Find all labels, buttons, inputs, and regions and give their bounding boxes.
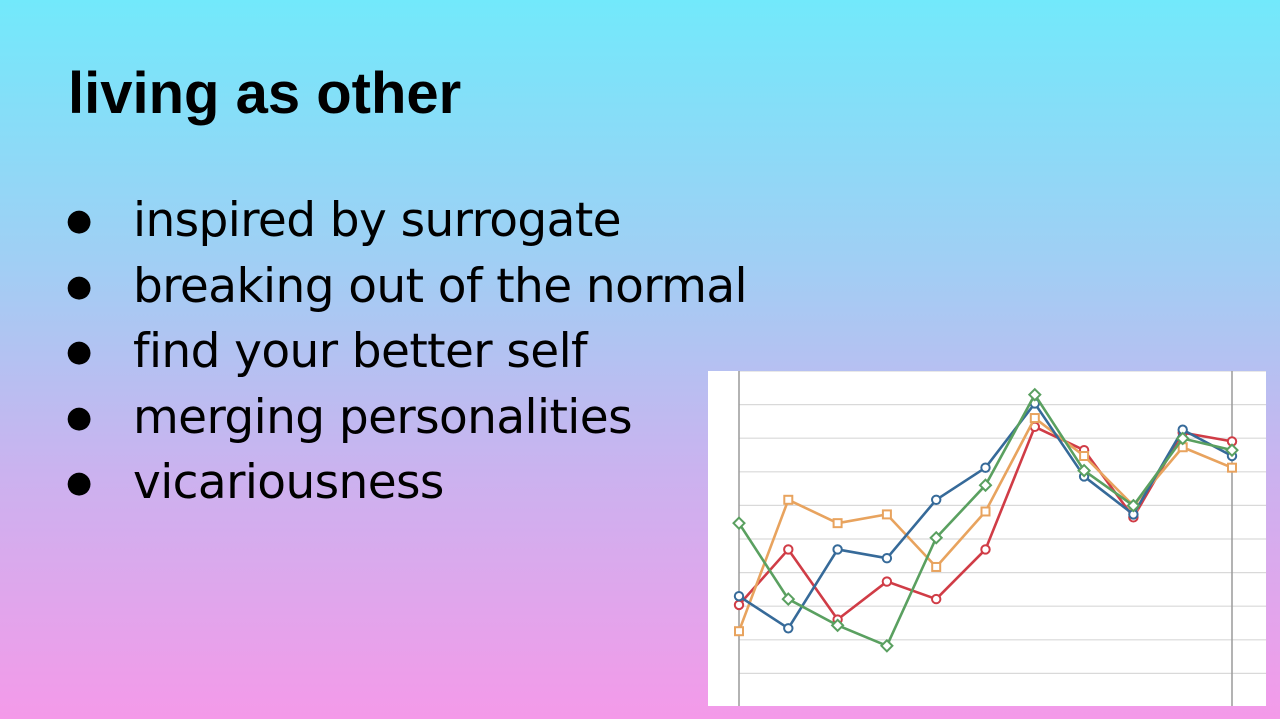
data-point <box>1029 413 1040 424</box>
data-point <box>881 509 892 520</box>
data-point <box>929 530 944 545</box>
bullet-text: merging personalities <box>133 389 633 445</box>
bullet-item: ● inspired by surrogate <box>66 188 747 254</box>
chart-axes <box>738 371 1233 706</box>
series-2 <box>734 413 1237 637</box>
bullet-item: ● find your better self <box>66 319 747 385</box>
slide-title: living as other <box>68 61 462 126</box>
data-point <box>1227 462 1237 473</box>
data-point <box>732 516 746 531</box>
data-point <box>1126 498 1141 513</box>
data-point <box>1077 463 1092 478</box>
bullet-item: ● breaking out of the normal <box>66 254 748 320</box>
data-point <box>783 544 794 555</box>
data-point <box>783 494 794 505</box>
data-point <box>931 593 942 605</box>
data-point <box>980 462 991 473</box>
data-point <box>783 623 794 634</box>
bullet-dot-icon: ● <box>66 465 92 500</box>
data-point <box>879 638 894 653</box>
data-point <box>980 506 991 517</box>
data-point <box>734 626 744 637</box>
line-chart-image <box>708 371 1266 706</box>
chart-gridlines <box>739 371 1266 674</box>
bullet-text: inspired by surrogate <box>133 193 622 248</box>
data-point <box>733 599 745 611</box>
data-point <box>881 576 893 587</box>
data-point <box>832 518 843 529</box>
bullet-dot-icon: ● <box>66 399 92 435</box>
data-point <box>781 592 796 606</box>
data-point <box>830 618 845 633</box>
data-point <box>980 544 991 555</box>
bullet-list: ● inspired by surrogate ● breaking out of … <box>66 188 748 516</box>
series-line <box>737 393 1233 648</box>
data-point <box>832 544 843 555</box>
line-chart <box>732 371 1266 706</box>
data-point <box>1225 443 1239 458</box>
bullet-item: ● vicariousness <box>66 450 747 516</box>
chart-series <box>732 387 1239 653</box>
data-point <box>1079 451 1090 461</box>
bullet-dot-icon: ● <box>66 268 92 304</box>
bullet-dot-icon: ● <box>66 203 92 238</box>
bullet-text: find your better self <box>133 324 588 379</box>
series-line <box>737 416 1233 632</box>
data-point <box>733 590 745 602</box>
data-point <box>1175 431 1190 446</box>
bullet-item: ● merging personalities <box>66 385 747 451</box>
bullet-text: breaking out of the normal <box>133 258 748 314</box>
data-point <box>931 561 942 572</box>
data-point <box>931 494 942 506</box>
series-3 <box>733 398 1238 634</box>
bullet-dot-icon: ● <box>66 334 92 369</box>
data-point <box>881 553 893 564</box>
bullet-text: vicariousness <box>133 455 444 510</box>
data-point <box>1027 387 1042 402</box>
series-4 <box>732 387 1239 653</box>
data-point <box>978 478 993 493</box>
